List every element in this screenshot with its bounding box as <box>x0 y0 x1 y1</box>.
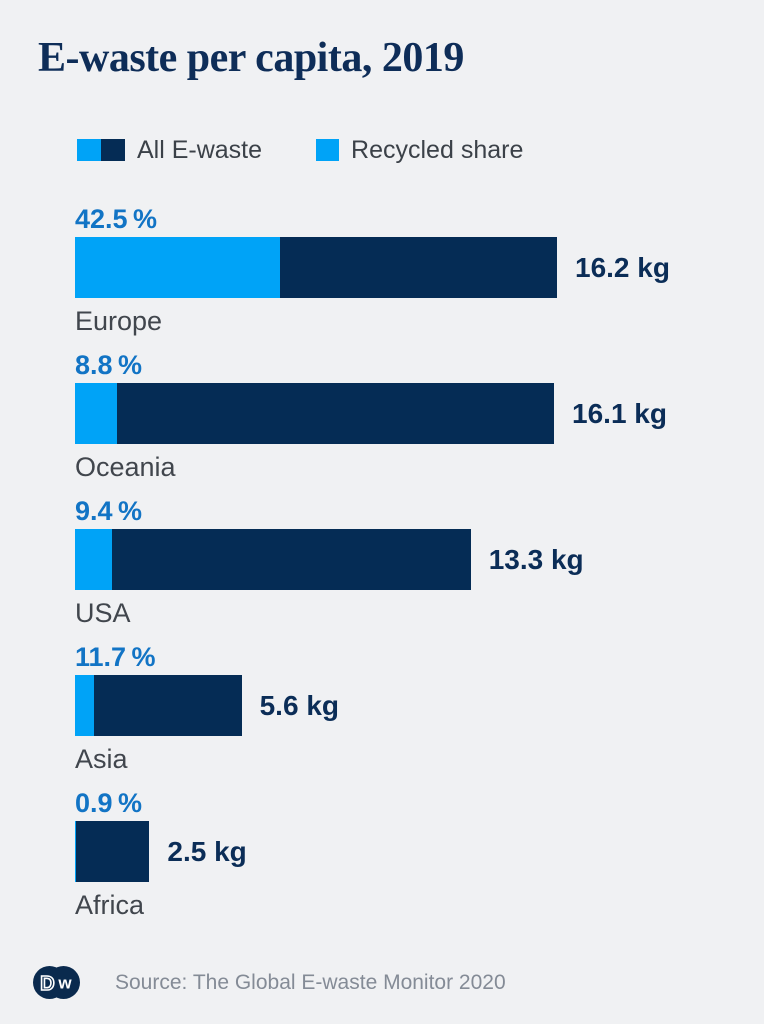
source-text: Source: The Global E-waste Monitor 2020 <box>115 970 506 994</box>
recycled-pct-label: 9.4 % <box>75 496 142 526</box>
region-label: USA <box>75 598 131 628</box>
bar-recycled-segment <box>75 675 95 736</box>
legend-item-recycled-share: Recycled share <box>316 136 523 165</box>
kg-value-label: 16.1 kg <box>572 397 667 429</box>
legend: All E-waste Recycled share <box>77 136 764 164</box>
region-label: Africa <box>75 890 145 920</box>
bar-row-usa: 9.4 % 13.3 kg USA <box>75 495 764 630</box>
kg-value-label: 16.2 kg <box>575 251 670 283</box>
bar <box>75 675 242 736</box>
bar <box>75 529 471 590</box>
region-label: Europe <box>75 306 163 336</box>
bar-line: 16.1 kg <box>75 383 764 444</box>
region-label: Asia <box>75 744 128 774</box>
bar-recycled-segment <box>75 237 280 298</box>
bar-row-africa: 0.9 % 2.5 kg Africa <box>75 787 764 922</box>
bar-line: 5.6 kg <box>75 675 764 736</box>
bar-recycled-segment <box>75 529 113 590</box>
bar <box>75 383 555 444</box>
bar <box>75 237 557 298</box>
region-label: Oceania <box>75 452 176 482</box>
recycled-pct-label: 8.8 % <box>75 350 142 380</box>
recycled-pct-label: 0.9 % <box>75 788 142 818</box>
legend-swatch-recycled-half <box>77 139 101 161</box>
bar-line: 16.2 kg <box>75 237 764 298</box>
bar <box>75 821 150 882</box>
recycled-pct-label: 11.7 % <box>75 642 156 672</box>
legend-swatch-navy-half <box>101 139 125 161</box>
bar-line: 13.3 kg <box>75 529 764 590</box>
page-title: E-waste per capita, 2019 <box>38 35 464 81</box>
infographic-page: E-waste per capita, 2019 All E-waste Rec… <box>0 34 764 1024</box>
bar-line: 2.5 kg <box>75 821 764 882</box>
recycled-pct-label: 42.5 % <box>75 204 157 234</box>
legend-label-all-ewaste: All E-waste <box>137 135 263 164</box>
svg-text:w: w <box>57 974 72 993</box>
kg-value-label: 13.3 kg <box>488 543 584 575</box>
legend-swatch-recycled-share <box>316 139 340 161</box>
kg-value-label: 2.5 kg <box>167 835 247 867</box>
bar-chart: 42.5 % 16.2 kg Europe 8.8 % 16.1 kg Ocea… <box>75 203 764 922</box>
legend-swatch-recycled-full <box>316 139 340 161</box>
bar-row-europe: 42.5 % 16.2 kg Europe <box>75 203 764 338</box>
footer: D w Source: The Global E-waste Monitor 2… <box>33 966 764 999</box>
dw-logo: D w <box>33 966 80 999</box>
legend-label-recycled-share: Recycled share <box>351 135 524 164</box>
kg-value-label: 5.6 kg <box>259 689 339 721</box>
bar-row-oceania: 8.8 % 16.1 kg Oceania <box>75 349 764 484</box>
legend-item-all-ewaste: All E-waste <box>77 136 262 165</box>
bar-recycled-segment <box>75 821 76 882</box>
bar-recycled-segment <box>75 383 118 444</box>
legend-swatch-all-ewaste <box>77 139 125 161</box>
bar-row-asia: 11.7 % 5.6 kg Asia <box>75 641 764 776</box>
svg-text:D: D <box>40 973 54 995</box>
